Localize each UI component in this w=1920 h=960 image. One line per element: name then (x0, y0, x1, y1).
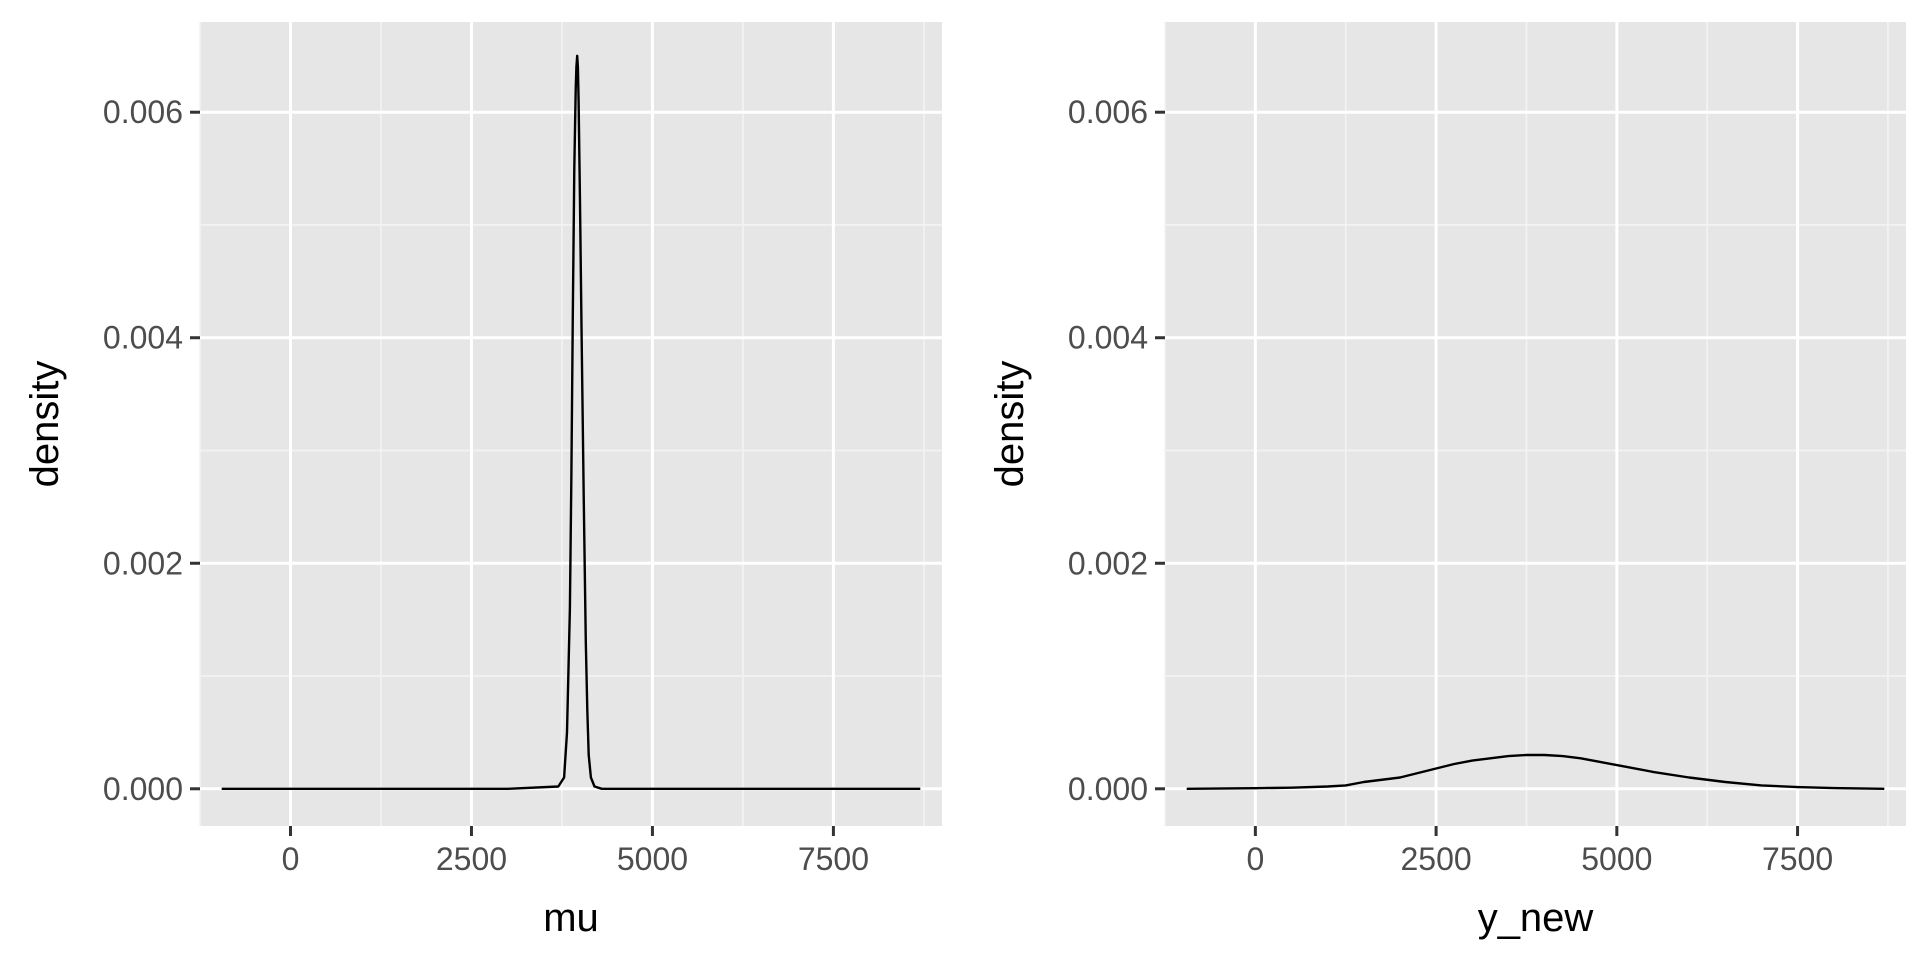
y-axis-title: density (988, 361, 1032, 488)
y-tick-label: 0.004 (1068, 320, 1148, 356)
chart-mu-density: 0 2500 5000 7500 0.000 0.002 0.004 0.006 mu densi… (23, 22, 942, 940)
x-tick-label: 5000 (617, 841, 688, 877)
density-line (221, 54, 921, 790)
chart-y-new-density: 0 2500 5000 7500 0.000 0.002 0.004 0.006 y_new de… (988, 22, 1906, 940)
y-tick-label: 0.000 (103, 771, 183, 807)
y-tick-label: 0.006 (1068, 94, 1148, 130)
y-tick-label: 0.002 (103, 545, 183, 581)
x-tick-label: 7500 (1762, 841, 1833, 877)
y-tick-label: 0.000 (1068, 771, 1148, 807)
x-tick-label: 2500 (436, 841, 507, 877)
panel-background (1165, 22, 1906, 826)
x-tick-label: 2500 (1401, 841, 1472, 877)
x-axis-title: y_new (1478, 896, 1594, 940)
y-tick-label: 0.002 (1068, 545, 1148, 581)
density-line (1186, 753, 1885, 790)
y-axis-title: density (23, 361, 67, 488)
x-tick-label: 7500 (798, 841, 869, 877)
x-tick-label: 0 (282, 841, 300, 877)
y-tick-label: 0.006 (103, 94, 183, 130)
x-tick-label: 5000 (1581, 841, 1652, 877)
x-tick-label: 0 (1246, 841, 1264, 877)
y-tick-label: 0.004 (103, 320, 183, 356)
x-axis-title: mu (543, 896, 599, 940)
